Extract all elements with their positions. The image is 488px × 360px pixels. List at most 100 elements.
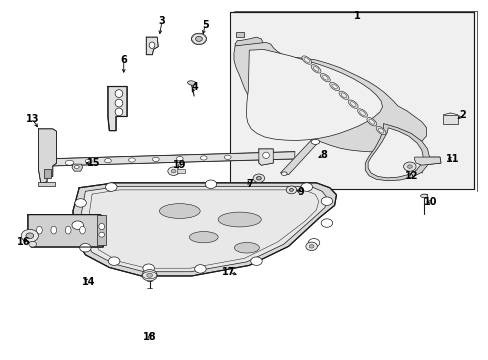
Ellipse shape <box>218 212 261 227</box>
Polygon shape <box>230 12 472 189</box>
Polygon shape <box>72 164 82 171</box>
Ellipse shape <box>407 165 411 168</box>
Ellipse shape <box>359 111 365 115</box>
Ellipse shape <box>108 257 120 265</box>
Text: 5: 5 <box>202 20 208 30</box>
Ellipse shape <box>253 174 264 183</box>
Text: 13: 13 <box>26 114 40 124</box>
Ellipse shape <box>65 160 74 165</box>
Ellipse shape <box>329 82 339 91</box>
Text: 3: 3 <box>159 15 165 26</box>
Ellipse shape <box>368 120 374 124</box>
Ellipse shape <box>80 226 85 234</box>
Ellipse shape <box>281 172 286 175</box>
Polygon shape <box>39 182 55 186</box>
Ellipse shape <box>310 65 320 73</box>
Ellipse shape <box>250 257 262 265</box>
Polygon shape <box>39 129 57 184</box>
Ellipse shape <box>301 183 312 191</box>
Ellipse shape <box>224 155 231 159</box>
Polygon shape <box>234 37 263 55</box>
Polygon shape <box>443 115 457 123</box>
Ellipse shape <box>322 75 327 80</box>
Ellipse shape <box>176 157 183 161</box>
Ellipse shape <box>366 118 376 126</box>
Ellipse shape <box>74 166 79 168</box>
Ellipse shape <box>341 93 346 98</box>
Ellipse shape <box>85 159 92 163</box>
Ellipse shape <box>29 242 37 247</box>
Ellipse shape <box>105 183 117 191</box>
Polygon shape <box>81 186 326 272</box>
Text: 2: 2 <box>458 110 465 120</box>
Ellipse shape <box>420 194 427 198</box>
Polygon shape <box>365 123 428 181</box>
Ellipse shape <box>80 243 91 252</box>
Ellipse shape <box>115 90 122 98</box>
Text: 1: 1 <box>353 11 360 21</box>
Ellipse shape <box>357 109 366 117</box>
Ellipse shape <box>331 84 337 89</box>
Text: 16: 16 <box>17 237 31 247</box>
Ellipse shape <box>375 126 385 135</box>
Ellipse shape <box>307 239 319 247</box>
Ellipse shape <box>308 244 313 248</box>
Ellipse shape <box>350 102 355 107</box>
Ellipse shape <box>171 170 176 173</box>
Ellipse shape <box>321 197 332 206</box>
Polygon shape <box>280 140 318 175</box>
Polygon shape <box>246 49 382 140</box>
Ellipse shape <box>104 159 111 163</box>
Ellipse shape <box>338 91 348 99</box>
Text: 17: 17 <box>222 267 235 278</box>
Text: 18: 18 <box>142 332 156 342</box>
Ellipse shape <box>347 100 357 108</box>
Text: 4: 4 <box>191 81 198 91</box>
Ellipse shape <box>146 273 152 277</box>
Ellipse shape <box>313 67 318 71</box>
Ellipse shape <box>21 229 39 242</box>
Ellipse shape <box>305 242 317 251</box>
Polygon shape <box>236 32 243 37</box>
Ellipse shape <box>115 99 122 107</box>
Ellipse shape <box>200 156 207 160</box>
Ellipse shape <box>142 270 157 281</box>
Text: 7: 7 <box>245 179 252 189</box>
Ellipse shape <box>403 162 415 171</box>
Polygon shape <box>108 86 127 131</box>
Ellipse shape <box>191 33 206 45</box>
Polygon shape <box>44 170 51 178</box>
Ellipse shape <box>37 226 42 234</box>
Ellipse shape <box>72 221 83 229</box>
Text: 11: 11 <box>445 154 459 164</box>
Ellipse shape <box>75 199 86 207</box>
Ellipse shape <box>99 232 104 237</box>
Polygon shape <box>146 37 158 55</box>
Ellipse shape <box>194 265 206 273</box>
Text: 9: 9 <box>297 187 304 197</box>
Ellipse shape <box>262 152 269 158</box>
Polygon shape <box>28 215 105 247</box>
Polygon shape <box>258 149 273 165</box>
Ellipse shape <box>99 224 104 230</box>
Ellipse shape <box>189 231 218 243</box>
Ellipse shape <box>26 233 34 239</box>
Ellipse shape <box>187 81 196 85</box>
Polygon shape <box>177 170 184 173</box>
Ellipse shape <box>167 167 179 175</box>
Text: 19: 19 <box>173 160 186 170</box>
Ellipse shape <box>115 108 122 116</box>
Polygon shape <box>73 183 336 276</box>
Text: 12: 12 <box>404 171 417 181</box>
Ellipse shape <box>159 204 200 219</box>
Ellipse shape <box>51 226 57 234</box>
Ellipse shape <box>289 189 293 191</box>
Ellipse shape <box>65 226 71 234</box>
Ellipse shape <box>321 219 332 227</box>
Text: 14: 14 <box>82 276 95 287</box>
Text: 10: 10 <box>423 197 436 207</box>
Ellipse shape <box>256 176 261 180</box>
Ellipse shape <box>142 264 154 273</box>
Polygon shape <box>233 42 426 152</box>
Text: 8: 8 <box>320 150 326 160</box>
